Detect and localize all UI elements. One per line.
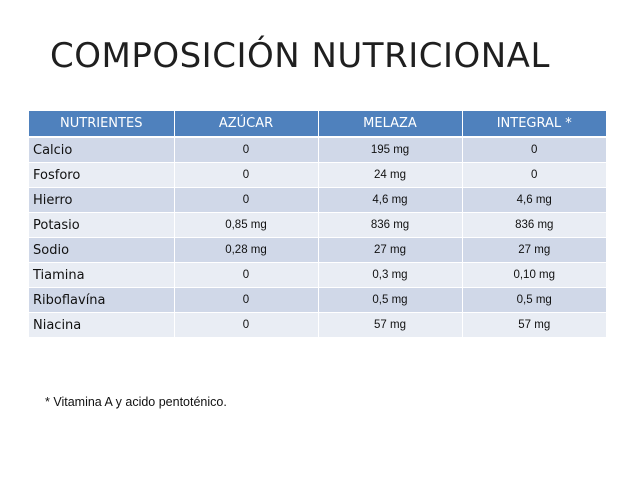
integral-value: 0 [462, 162, 606, 188]
integral-value: 4,6 mg [462, 187, 606, 213]
nutrient-name: Potasio [29, 212, 175, 238]
azucar-value: 0 [174, 287, 319, 313]
azucar-value: 0 [174, 137, 319, 163]
table-row: Tiamina 0 0,3 mg 0,10 mg [29, 262, 606, 288]
table-header-row: NUTRIENTES AZÚCAR MELAZA INTEGRAL * [29, 111, 606, 138]
nutrient-name: Sodio [29, 237, 175, 263]
nutrient-name: Niacina [29, 312, 175, 338]
nutrient-name: Calcio [29, 137, 175, 163]
nutrition-table: NUTRIENTES AZÚCAR MELAZA INTEGRAL * Calc… [29, 111, 606, 338]
melaza-value: 27 mg [318, 237, 463, 263]
nutrient-name: Tiamina [29, 262, 175, 288]
slide-title: COMPOSICIÓN NUTRICIONAL [50, 36, 550, 76]
azucar-value: 0,28 mg [174, 237, 319, 263]
table-row: Sodio 0,28 mg 27 mg 27 mg [29, 237, 606, 263]
melaza-value: 0,3 mg [318, 262, 463, 288]
integral-value: 0,10 mg [462, 262, 606, 288]
header-azucar: AZÚCAR [174, 111, 319, 138]
azucar-value: 0 [174, 162, 319, 188]
header-integral: INTEGRAL * [462, 111, 606, 138]
azucar-value: 0 [174, 262, 319, 288]
integral-value: 27 mg [462, 237, 606, 263]
header-nutrientes: NUTRIENTES [29, 111, 175, 138]
nutrient-name: Hierro [29, 187, 175, 213]
integral-value: 57 mg [462, 312, 606, 338]
azucar-value: 0,85 mg [174, 212, 319, 238]
melaza-value: 195 mg [318, 137, 463, 163]
integral-value: 0 [462, 137, 606, 163]
melaza-value: 24 mg [318, 162, 463, 188]
table-row: Riboflavína 0 0,5 mg 0,5 mg [29, 287, 606, 313]
footnote: * Vitamina A y acido pentoténico. [45, 395, 227, 409]
table-row: Calcio 0 195 mg 0 [29, 137, 606, 163]
integral-value: 836 mg [462, 212, 606, 238]
header-melaza: MELAZA [318, 111, 463, 138]
table-row: Fosforo 0 24 mg 0 [29, 162, 606, 188]
table-row: Niacina 0 57 mg 57 mg [29, 312, 606, 338]
integral-value: 0,5 mg [462, 287, 606, 313]
melaza-value: 0,5 mg [318, 287, 463, 313]
azucar-value: 0 [174, 187, 319, 213]
melaza-value: 57 mg [318, 312, 463, 338]
table-row: Hierro 0 4,6 mg 4,6 mg [29, 187, 606, 213]
nutrient-name: Fosforo [29, 162, 175, 188]
melaza-value: 836 mg [318, 212, 463, 238]
table-row: Potasio 0,85 mg 836 mg 836 mg [29, 212, 606, 238]
nutrient-name: Riboflavína [29, 287, 175, 313]
azucar-value: 0 [174, 312, 319, 338]
melaza-value: 4,6 mg [318, 187, 463, 213]
